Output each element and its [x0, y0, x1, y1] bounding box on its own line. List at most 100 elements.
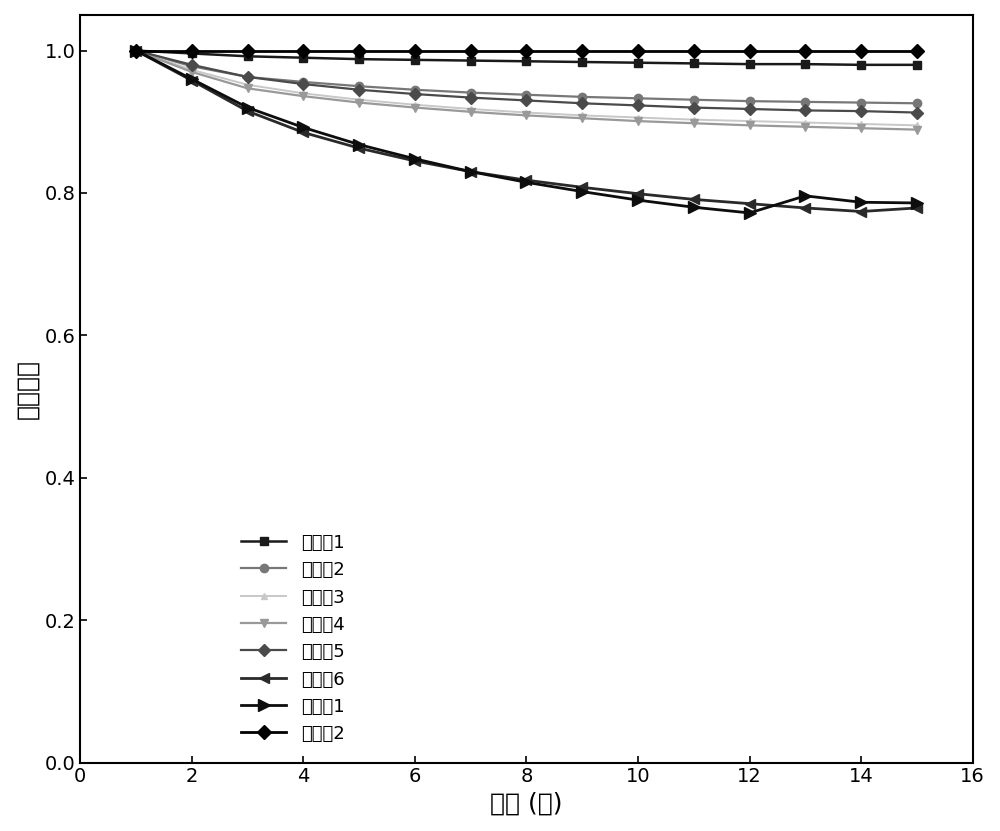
实施例1	[576, 57, 588, 67]
实施例4	[186, 67, 198, 77]
Line: 实施例5: 实施例5	[132, 47, 921, 116]
实施例2	[688, 95, 700, 105]
实施例5	[186, 60, 198, 70]
对比例2	[576, 46, 588, 56]
实施例2	[242, 72, 254, 82]
对比例2	[688, 46, 700, 56]
实施例6	[520, 175, 532, 185]
对比例2	[353, 46, 365, 56]
实施例3	[911, 120, 923, 130]
实施例6	[799, 203, 811, 213]
实施例2	[353, 81, 365, 91]
Line: 实施例4: 实施例4	[132, 47, 921, 134]
对比例1	[688, 202, 700, 212]
实施例2	[130, 46, 142, 56]
对比例2	[186, 46, 198, 56]
实施例4	[353, 97, 365, 107]
实施例5	[465, 92, 477, 102]
实施例1	[744, 59, 756, 69]
实施例2	[855, 97, 867, 107]
Y-axis label: 相对浓度: 相对浓度	[15, 359, 39, 419]
实施例3	[465, 104, 477, 114]
实施例6	[353, 143, 365, 153]
实施例1	[855, 60, 867, 70]
对比例2	[409, 46, 421, 56]
对比例1	[130, 46, 142, 56]
实施例1	[186, 48, 198, 58]
实施例1	[911, 60, 923, 70]
实施例4	[297, 91, 309, 101]
实施例5	[744, 104, 756, 114]
实施例1	[297, 52, 309, 62]
Line: 实施例2: 实施例2	[132, 47, 921, 107]
实施例3	[576, 111, 588, 120]
实施例4	[744, 120, 756, 130]
Line: 实施例3: 实施例3	[133, 47, 920, 129]
实施例2	[911, 98, 923, 108]
对比例1	[911, 198, 923, 208]
实施例4	[799, 122, 811, 132]
实施例6	[409, 156, 421, 166]
实施例4	[409, 102, 421, 112]
对比例1	[186, 74, 198, 84]
实施例2	[297, 77, 309, 87]
实施例5	[799, 106, 811, 116]
对比例1	[855, 197, 867, 207]
实施例5	[297, 79, 309, 89]
实施例3	[353, 95, 365, 105]
实施例2	[632, 93, 644, 103]
对比例2	[242, 46, 254, 56]
实施例3	[632, 112, 644, 122]
实施例6	[465, 167, 477, 177]
实施例2	[576, 92, 588, 102]
对比例2	[855, 46, 867, 56]
实施例3	[855, 119, 867, 129]
实施例1	[799, 59, 811, 69]
实施例5	[688, 102, 700, 112]
实施例5	[353, 85, 365, 95]
对比例2	[911, 46, 923, 56]
对比例1	[520, 177, 532, 187]
对比例1	[744, 208, 756, 218]
实施例1	[520, 57, 532, 66]
对比例1	[297, 122, 309, 132]
对比例1	[409, 154, 421, 164]
Line: 对比例1: 对比例1	[131, 45, 922, 219]
实施例1	[465, 56, 477, 66]
实施例6	[242, 106, 254, 116]
Line: 实施例1: 实施例1	[132, 47, 921, 69]
实施例5	[911, 107, 923, 117]
X-axis label: 时间 (天): 时间 (天)	[490, 792, 563, 816]
实施例3	[799, 117, 811, 127]
实施例4	[632, 116, 644, 126]
对比例1	[576, 187, 588, 197]
实施例5	[632, 101, 644, 111]
实施例5	[855, 106, 867, 116]
实施例6	[855, 207, 867, 217]
实施例1	[688, 58, 700, 68]
实施例4	[576, 113, 588, 123]
实施例3	[520, 107, 532, 117]
Legend: 实施例1, 实施例2, 实施例3, 实施例4, 实施例5, 实施例6, 对比例1, 对比例2: 实施例1, 实施例2, 实施例3, 实施例4, 实施例5, 实施例6, 对比例1…	[232, 525, 353, 752]
实施例2	[465, 87, 477, 97]
实施例4	[465, 107, 477, 117]
实施例5	[409, 89, 421, 99]
实施例3	[297, 88, 309, 98]
对比例1	[632, 195, 644, 205]
对比例2	[465, 46, 477, 56]
实施例3	[186, 65, 198, 75]
对比例2	[130, 46, 142, 56]
实施例6	[576, 182, 588, 192]
实施例3	[242, 80, 254, 90]
实施例5	[576, 98, 588, 108]
实施例6	[297, 127, 309, 137]
对比例1	[353, 140, 365, 150]
实施例3	[409, 100, 421, 110]
对比例2	[744, 46, 756, 56]
实施例4	[855, 123, 867, 133]
实施例4	[911, 125, 923, 135]
实施例3	[744, 116, 756, 126]
实施例4	[688, 118, 700, 128]
对比例1	[799, 191, 811, 201]
实施例3	[688, 115, 700, 125]
